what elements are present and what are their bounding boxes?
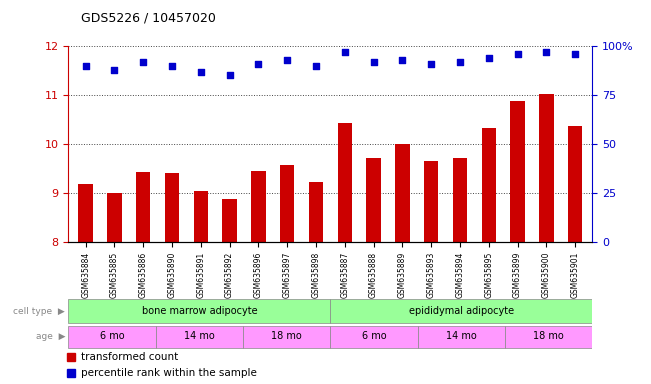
Text: 18 mo: 18 mo: [271, 331, 302, 341]
Point: [282, 57, 292, 63]
Bar: [452, 158, 467, 242]
Bar: [251, 171, 266, 242]
Point: [253, 61, 264, 67]
Text: epididymal adipocyte: epididymal adipocyte: [409, 306, 514, 316]
Bar: [395, 144, 409, 242]
Point: [455, 59, 465, 65]
Point: [397, 57, 408, 63]
FancyBboxPatch shape: [330, 326, 418, 348]
Bar: [338, 123, 352, 242]
Point: [311, 63, 321, 69]
Point: [138, 59, 148, 65]
FancyBboxPatch shape: [68, 326, 156, 348]
Point: [167, 63, 177, 69]
FancyBboxPatch shape: [243, 326, 330, 348]
Text: 14 mo: 14 mo: [184, 331, 215, 341]
Bar: [367, 158, 381, 242]
Bar: [223, 199, 237, 242]
Bar: [280, 165, 294, 242]
Bar: [482, 128, 496, 242]
Point: [81, 63, 91, 69]
Text: transformed count: transformed count: [81, 352, 178, 362]
Point: [225, 73, 235, 79]
Bar: [568, 126, 583, 242]
FancyBboxPatch shape: [330, 299, 592, 323]
Text: percentile rank within the sample: percentile rank within the sample: [81, 368, 256, 378]
Text: GDS5226 / 10457020: GDS5226 / 10457020: [81, 12, 216, 25]
Bar: [78, 184, 93, 242]
Bar: [510, 101, 525, 242]
FancyBboxPatch shape: [418, 326, 505, 348]
FancyBboxPatch shape: [68, 299, 330, 323]
Text: age  ▶: age ▶: [36, 333, 65, 341]
Text: bone marrow adipocyte: bone marrow adipocyte: [141, 306, 257, 316]
Point: [368, 59, 379, 65]
Text: 18 mo: 18 mo: [533, 331, 564, 341]
Bar: [193, 190, 208, 242]
Text: 14 mo: 14 mo: [446, 331, 477, 341]
Bar: [165, 174, 179, 242]
Bar: [136, 172, 150, 242]
Bar: [107, 193, 122, 242]
Point: [340, 49, 350, 55]
Bar: [309, 182, 323, 242]
Point: [426, 61, 436, 67]
FancyBboxPatch shape: [505, 326, 592, 348]
Point: [541, 49, 551, 55]
Text: 6 mo: 6 mo: [362, 331, 386, 341]
Point: [570, 51, 580, 57]
Point: [109, 66, 120, 73]
Point: [484, 55, 494, 61]
Point: [512, 51, 523, 57]
Point: [195, 68, 206, 74]
FancyBboxPatch shape: [156, 326, 243, 348]
Text: 6 mo: 6 mo: [100, 331, 124, 341]
Bar: [539, 94, 553, 242]
Bar: [424, 161, 438, 242]
Text: cell type  ▶: cell type ▶: [14, 306, 65, 316]
